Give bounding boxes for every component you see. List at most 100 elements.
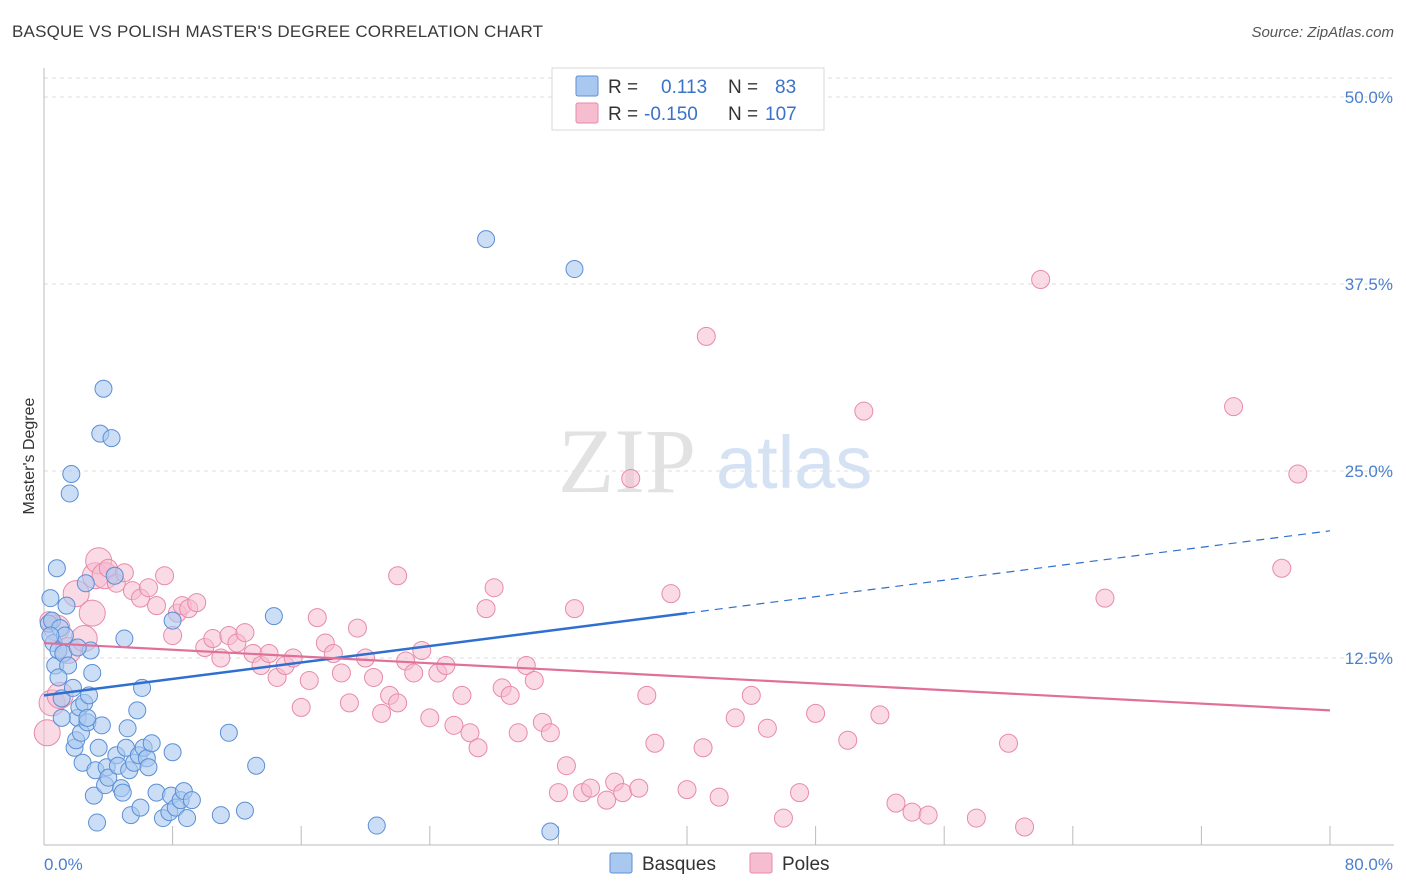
y-tick-label: 12.5% bbox=[1345, 649, 1393, 668]
pole-point bbox=[1224, 397, 1244, 417]
basque-point bbox=[264, 607, 283, 626]
pole-point bbox=[291, 697, 311, 717]
pole-point bbox=[372, 703, 392, 723]
trend-lines bbox=[43, 530, 1331, 712]
poles-trend-line bbox=[43, 641, 1331, 712]
pole-point bbox=[484, 578, 504, 598]
basque-point bbox=[163, 743, 182, 762]
pole-point bbox=[966, 808, 986, 828]
bottom-legend-swatch-poles[interactable] bbox=[749, 852, 773, 874]
pole-point bbox=[725, 708, 745, 728]
pole-point bbox=[235, 623, 255, 643]
legend-n-label-basques: N = bbox=[728, 77, 758, 98]
basque-point bbox=[84, 786, 103, 805]
basque-point bbox=[163, 611, 182, 630]
basque-point bbox=[147, 783, 166, 802]
pole-point bbox=[645, 733, 665, 753]
y-tick-label: 37.5% bbox=[1345, 275, 1393, 294]
pole-point bbox=[138, 578, 158, 598]
legend-r-poles: -0.150 bbox=[644, 104, 698, 125]
basque-point bbox=[88, 813, 107, 832]
poles-points bbox=[33, 270, 1308, 837]
pole-point bbox=[339, 693, 359, 713]
legend-n-label-poles: N = bbox=[728, 104, 758, 125]
pole-point bbox=[613, 783, 633, 803]
pole-point bbox=[347, 618, 367, 638]
basque-points bbox=[39, 230, 584, 841]
pole-point bbox=[364, 667, 384, 687]
pole-point bbox=[78, 599, 106, 627]
x-tick-label-min: 0.0% bbox=[44, 855, 83, 874]
legend-n-basques: 83 bbox=[775, 77, 796, 98]
basque-point bbox=[68, 638, 87, 657]
pole-point bbox=[902, 802, 922, 822]
pole-point bbox=[468, 738, 488, 758]
pole-point bbox=[356, 648, 375, 668]
bottom-legend-swatch-basques[interactable] bbox=[609, 852, 633, 874]
legend-r-basques: 0.113 bbox=[661, 77, 707, 98]
basque-point bbox=[49, 668, 68, 687]
basque-point bbox=[63, 678, 82, 697]
pole-point bbox=[307, 608, 327, 628]
y-axis-label: Master's Degree bbox=[21, 397, 38, 514]
bottom-legend-basques[interactable]: Basques bbox=[642, 854, 716, 875]
basque-point bbox=[211, 806, 230, 825]
pole-point bbox=[1095, 588, 1115, 608]
pole-point bbox=[460, 723, 480, 743]
y-tick-label: 50.0% bbox=[1345, 88, 1393, 107]
bottom-legend-poles[interactable]: Poles bbox=[782, 854, 830, 875]
basque-point bbox=[131, 798, 150, 817]
basque-point bbox=[115, 629, 134, 648]
pole-point bbox=[331, 663, 351, 683]
pole-point bbox=[661, 584, 681, 604]
basque-point bbox=[76, 574, 95, 593]
basque-point bbox=[92, 716, 111, 735]
pole-point bbox=[621, 468, 641, 488]
basque-point bbox=[565, 260, 584, 279]
pole-point bbox=[838, 730, 858, 750]
pole-point bbox=[187, 593, 207, 613]
pole-point bbox=[1031, 270, 1051, 290]
basque-point bbox=[113, 783, 132, 802]
pole-point bbox=[870, 705, 890, 725]
basque-point bbox=[99, 768, 118, 787]
pole-point bbox=[452, 685, 472, 705]
pole-point bbox=[516, 655, 536, 675]
basque-point bbox=[41, 589, 60, 608]
pole-point bbox=[203, 629, 223, 649]
basque-point bbox=[139, 758, 158, 777]
basque-point bbox=[83, 663, 102, 682]
basque-point bbox=[118, 719, 137, 738]
pole-point bbox=[757, 718, 777, 738]
pole-point bbox=[155, 566, 175, 586]
pole-point bbox=[806, 703, 826, 723]
basque-point bbox=[94, 379, 113, 398]
basque-point bbox=[219, 723, 238, 742]
x-tick-label-max: 80.0% bbox=[1345, 855, 1393, 874]
basque-point bbox=[89, 738, 108, 757]
pole-point bbox=[540, 723, 560, 743]
chart-source: Source: ZipAtlas.com bbox=[1251, 24, 1394, 41]
pole-point bbox=[33, 719, 61, 747]
basque-point bbox=[477, 230, 496, 249]
basque-point bbox=[105, 566, 124, 585]
basque-point bbox=[235, 801, 254, 820]
pole-point bbox=[564, 599, 584, 619]
pole-point bbox=[854, 401, 874, 421]
basque-point bbox=[41, 626, 60, 645]
pole-point bbox=[420, 708, 440, 728]
pole-point bbox=[1015, 817, 1035, 837]
basque-point bbox=[247, 756, 266, 775]
pole-point bbox=[693, 738, 713, 758]
pole-point bbox=[508, 723, 528, 743]
basque-point bbox=[182, 791, 201, 810]
pole-point bbox=[741, 685, 761, 705]
chart-title: BASQUE VS POLISH MASTER'S DEGREE CORRELA… bbox=[12, 22, 544, 41]
basque-point bbox=[128, 701, 147, 720]
pole-point bbox=[629, 778, 649, 798]
basque-point bbox=[178, 809, 197, 828]
basque-trend-extension bbox=[686, 530, 1331, 614]
pole-point bbox=[581, 778, 601, 798]
pole-point bbox=[1272, 558, 1292, 578]
pole-point bbox=[637, 685, 657, 705]
